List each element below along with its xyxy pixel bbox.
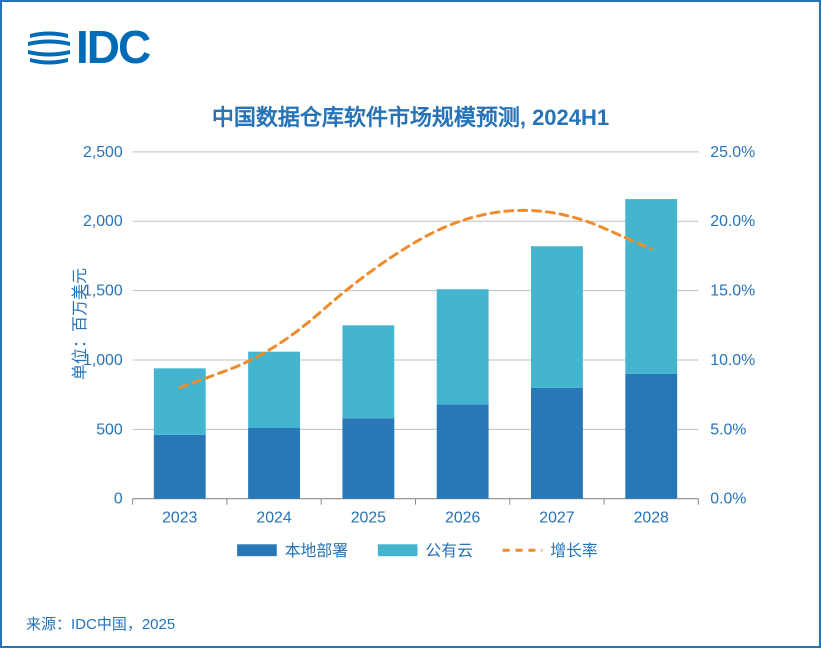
- bar-segment: [625, 199, 677, 374]
- bar-segment: [437, 404, 489, 498]
- bar-segment: [531, 246, 583, 387]
- y-left-tick: 500: [96, 421, 123, 438]
- chart-area: 0 500 1,000 1,500 2,000 2,500 0.0% 5.0% 10.0% 15.…: [62, 142, 769, 576]
- report-frame: IDC 中国数据仓库软件市场规模预测, 2024H1 单位：百万美元 05001…: [0, 0, 821, 648]
- y-right-tick: 5.0%: [710, 421, 746, 438]
- source-footer: 来源：IDC中国，2025: [26, 613, 175, 634]
- legend-label: 增长率: [550, 542, 598, 560]
- idc-logo-text: IDC: [76, 20, 149, 74]
- y-left-tick: 2,000: [83, 213, 123, 230]
- idc-logo: IDC: [26, 20, 149, 74]
- bar-segment: [437, 289, 489, 404]
- y-right-tick: 15.0%: [710, 283, 755, 300]
- y-left-tick: 1,500: [83, 283, 123, 300]
- bar-segment: [248, 352, 300, 428]
- chart-svg: 0 500 1,000 1,500 2,000 2,500 0.0% 5.0% 10.0% 15.…: [62, 142, 769, 576]
- x-tick: 2024: [256, 509, 291, 526]
- x-tick: 2026: [445, 509, 480, 526]
- x-tick: 2028: [634, 509, 669, 526]
- y-right-tick: 20.0%: [710, 213, 755, 230]
- y-left-tick: 0: [114, 491, 123, 508]
- legend-label: 公有云: [425, 542, 473, 560]
- bar-segment: [248, 428, 300, 499]
- legend-swatch: [378, 544, 418, 556]
- y-right-tick: 0.0%: [710, 491, 746, 508]
- x-tick: 2023: [162, 509, 197, 526]
- idc-logo-mark: [26, 24, 72, 70]
- y-left-tick: 2,500: [83, 144, 123, 161]
- y-right-tick: 10.0%: [710, 352, 755, 369]
- y-right-tick: 25.0%: [710, 144, 755, 161]
- bar-segment: [625, 374, 677, 499]
- y-left-tick: 1,000: [83, 352, 123, 369]
- legend-swatch: [237, 544, 277, 556]
- chart-title: 中国数据仓库软件市场规模预测, 2024H1: [2, 100, 819, 132]
- bar-segment: [154, 368, 206, 435]
- bar-segment: [342, 418, 394, 498]
- bar-segment: [154, 435, 206, 499]
- x-tick: 2025: [351, 509, 386, 526]
- legend-label: 本地部署: [285, 542, 348, 560]
- bar-segment: [342, 325, 394, 418]
- bar-segment: [531, 388, 583, 499]
- x-tick: 2027: [539, 509, 574, 526]
